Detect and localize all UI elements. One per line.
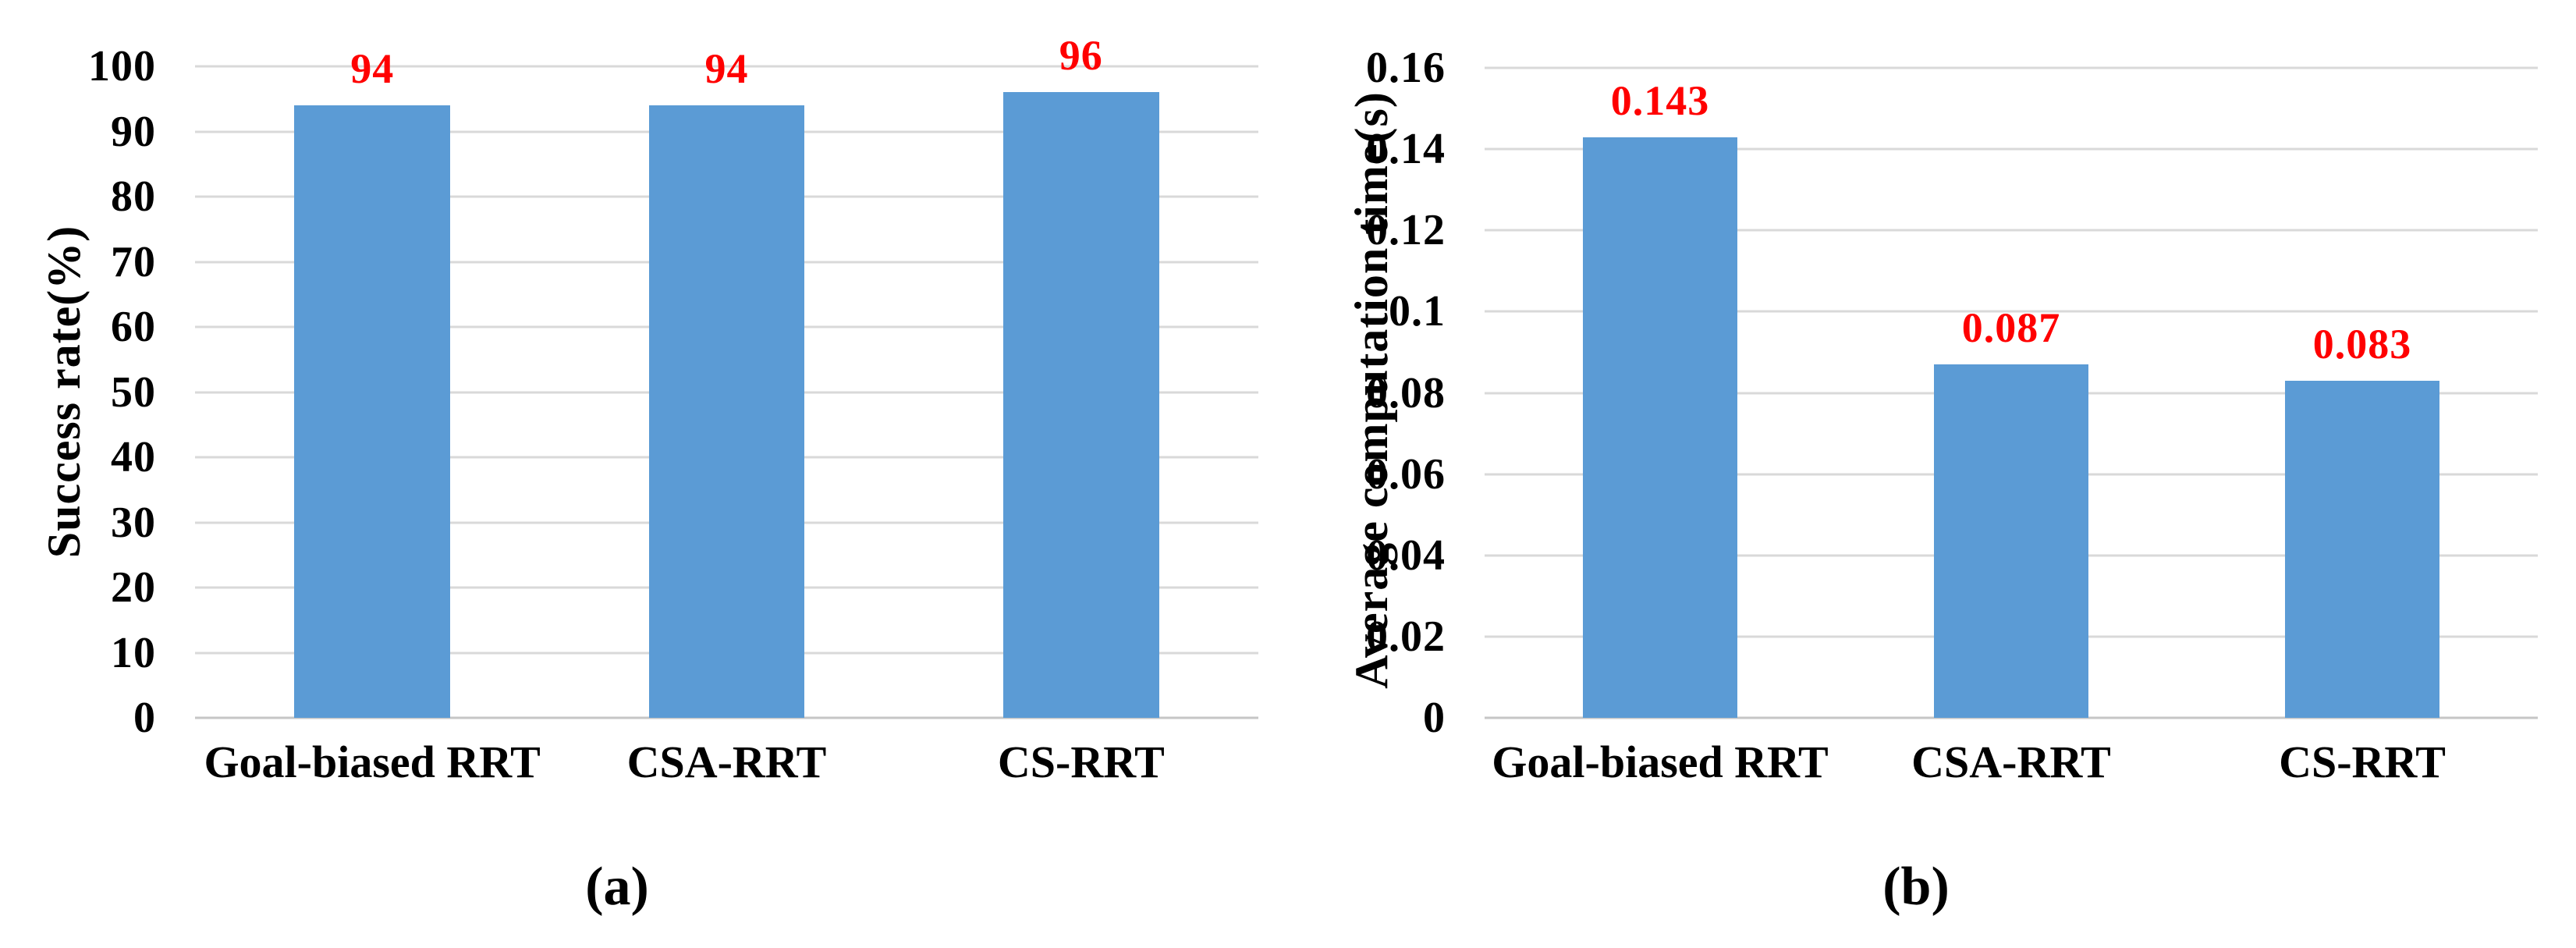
y-tick-label: 0.02	[1366, 612, 1446, 661]
y-tick-label: 0.04	[1366, 531, 1446, 580]
y-tick-label: 0.1	[1389, 287, 1446, 336]
y-tick-label: 60	[111, 303, 156, 351]
x-category-label: Goal-biased RRT	[204, 737, 541, 787]
bar-goal-biased-rrt	[1583, 137, 1737, 718]
gridline	[1485, 147, 2538, 151]
y-tick-label: 50	[111, 367, 156, 417]
bar-value-label: 94	[350, 45, 395, 92]
y-tick-label: 0.12	[1366, 206, 1446, 255]
gridline	[195, 65, 1258, 68]
y-tick-label: 40	[111, 433, 156, 481]
x-category-label: CS-RRT	[997, 737, 1165, 787]
bar-goal-biased-rrt	[294, 105, 451, 718]
x-axis-line	[195, 716, 1258, 719]
x-category-label: CSA-RRT	[1911, 737, 2111, 787]
panel-caption-a: (a)	[585, 857, 649, 917]
bar-cs-rrt	[2285, 381, 2439, 718]
bar-value-label: 96	[1059, 32, 1103, 79]
bar-value-label: 0.083	[2312, 321, 2412, 367]
y-tick-label: 0	[133, 694, 156, 742]
gridline	[1485, 229, 2538, 232]
y-tick-label: 0.16	[1366, 44, 1446, 92]
y-tick-label: 0.08	[1366, 368, 1446, 417]
x-category-label: Goal-biased RRT	[1492, 737, 1829, 787]
y-tick-label: 20	[111, 563, 156, 612]
y-tick-label: 80	[111, 172, 156, 221]
bar-csa-rrt	[1934, 364, 2088, 718]
y-tick-label: 10	[111, 628, 156, 677]
bar-cs-rrt	[1002, 92, 1159, 718]
panel-caption-b: (b)	[1882, 857, 1950, 917]
y-tick-label: 0	[1423, 694, 1446, 742]
bar-value-label: 94	[704, 45, 749, 92]
bar-csa-rrt	[648, 105, 805, 718]
y-tick-label: 30	[111, 498, 156, 547]
y-tick-label: 0.06	[1366, 449, 1446, 499]
x-axis-line	[1485, 716, 2538, 719]
y-tick-label: 100	[88, 42, 156, 91]
gridline	[1485, 66, 2538, 69]
y-tick-label: 0.14	[1366, 125, 1446, 174]
y-tick-label: 70	[111, 237, 156, 286]
x-category-label: CSA-RRT	[626, 737, 827, 787]
x-category-label: CS-RRT	[2279, 737, 2446, 787]
bar-value-label: 0.143	[1610, 77, 1710, 124]
y-tick-label: 90	[111, 107, 156, 156]
gridline	[1485, 310, 2538, 313]
bar-value-label: 0.087	[1961, 304, 2061, 351]
